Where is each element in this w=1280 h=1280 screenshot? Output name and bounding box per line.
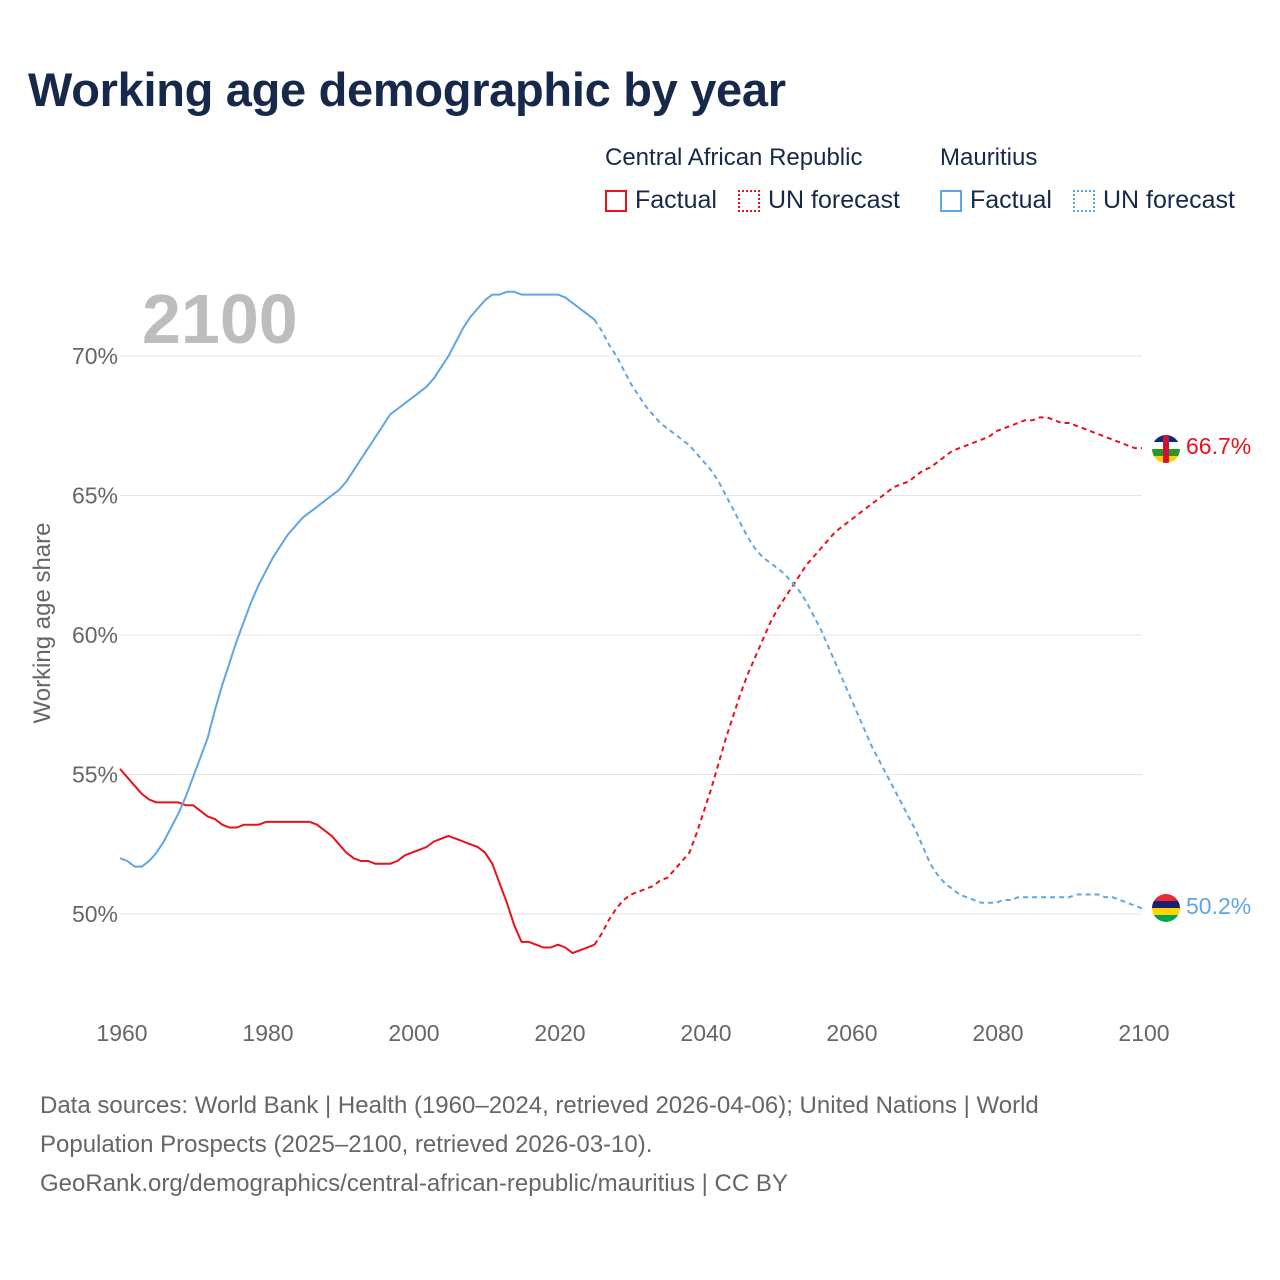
central-african-republic-flag-icon bbox=[1152, 435, 1180, 463]
mauritius-factual-line[interactable] bbox=[119, 290, 596, 868]
x-tick-label: 2020 bbox=[534, 1020, 585, 1046]
year-watermark-label: 2100 bbox=[142, 280, 298, 358]
end-value-label-central-african-republic: 66.7% bbox=[1186, 433, 1251, 459]
y-tick-label: 55% bbox=[72, 762, 118, 788]
x-tick-label: 2040 bbox=[680, 1020, 731, 1046]
legend-label: Factual bbox=[970, 186, 1052, 214]
footer-sources: Data sources: World Bank | Health (1960–… bbox=[40, 1086, 1240, 1203]
legend-label: UN forecast bbox=[1103, 186, 1235, 214]
footer-line: Population Prospects (2025–2100, retriev… bbox=[40, 1131, 653, 1158]
end-value-label-mauritius: 50.2% bbox=[1186, 893, 1251, 919]
y-axis-tick-labels: 50% 55% 60% 65% 70% bbox=[72, 343, 118, 927]
x-tick-label: 2000 bbox=[388, 1020, 439, 1046]
dotted-swatch-icon bbox=[1073, 189, 1095, 212]
legend-item-car-factual[interactable]: Factual bbox=[605, 186, 717, 215]
mauritius-flag-icon bbox=[1152, 894, 1180, 922]
x-tick-label: 2060 bbox=[826, 1020, 877, 1046]
central-african-republic-factual-line[interactable] bbox=[119, 768, 595, 955]
legend-item-car-forecast[interactable]: UN forecast bbox=[738, 186, 900, 215]
y-tick-label: 70% bbox=[72, 343, 118, 369]
y-tick-label: 60% bbox=[72, 622, 118, 648]
x-tick-label: 1980 bbox=[242, 1020, 293, 1046]
legend-group-mauritius: Mauritius bbox=[940, 144, 1038, 171]
solid-swatch-icon bbox=[605, 189, 627, 212]
legend-group-central-african-republic: Central African Republic bbox=[605, 144, 863, 171]
mauritius-forecast-line[interactable] bbox=[593, 319, 1143, 910]
legend-label: Factual bbox=[635, 186, 717, 214]
line-chart: 2100 50% 55% 60% 65% 70% 1960 1980 2000 2020 204… bbox=[29, 280, 1251, 1046]
y-tick-label: 65% bbox=[72, 483, 118, 509]
legend-label: UN forecast bbox=[768, 186, 900, 214]
y-tick-label: 50% bbox=[72, 901, 118, 927]
y-axis-label: Working age share bbox=[29, 523, 56, 724]
legend-item-mauritius-factual[interactable]: Factual bbox=[940, 186, 1052, 215]
solid-swatch-icon bbox=[940, 189, 962, 212]
x-tick-label: 1960 bbox=[96, 1020, 147, 1046]
dotted-swatch-icon bbox=[738, 189, 760, 212]
x-tick-label: 2100 bbox=[1118, 1020, 1169, 1046]
central-african-republic-forecast-line[interactable] bbox=[593, 416, 1143, 946]
gridlines bbox=[120, 355, 1142, 915]
footer-line[interactable]: GeoRank.org/demographics/central-african… bbox=[40, 1170, 788, 1197]
x-tick-label: 2080 bbox=[972, 1020, 1023, 1046]
footer-line: Data sources: World Bank | Health (1960–… bbox=[40, 1092, 1039, 1119]
chart-title: Working age demographic by year bbox=[28, 63, 786, 116]
x-axis-tick-labels: 1960 1980 2000 2020 2040 2060 2080 2100 bbox=[96, 1020, 1169, 1046]
legend-item-mauritius-forecast[interactable]: UN forecast bbox=[1073, 186, 1235, 215]
